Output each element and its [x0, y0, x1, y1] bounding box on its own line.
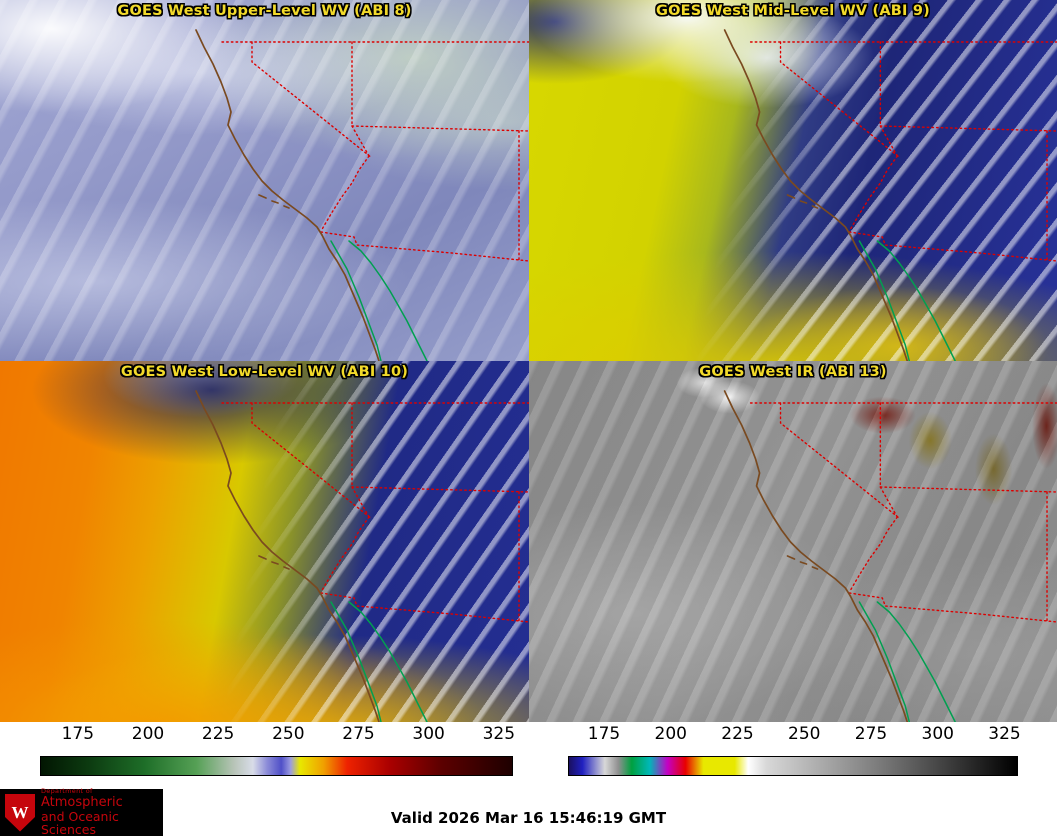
colorbar-tick-label: 225 — [721, 724, 754, 744]
panel-mid-level-wv: GOES West Mid-Level WV (ABI 9) — [529, 0, 1057, 361]
colorbar-tick-label: 200 — [131, 724, 165, 744]
colorbar-tick-label: 175 — [61, 724, 95, 744]
panel-title-mid-wv: GOES West Mid-Level WV (ABI 9) — [655, 3, 931, 19]
colorbar-tick-label: 300 — [921, 724, 954, 744]
satellite-panel-grid: GOES West Upper-Level WV (ABI 8) GOES We… — [0, 0, 1057, 722]
ir-colorbar-gradient — [568, 756, 1018, 776]
colorbar-tick-label: 250 — [272, 724, 305, 744]
panel-title-ir: GOES West IR (ABI 13) — [699, 364, 887, 380]
satellite-imagery-upper-wv — [0, 0, 529, 361]
satellite-imagery-mid-wv — [529, 0, 1057, 361]
colorbar-row: 175 200 225 250 275 300 325 175 200 225 250 275 300… — [0, 722, 1057, 785]
logo-line2: and Oceanic Sciences — [41, 808, 119, 837]
colorbar-tick-label: 200 — [654, 724, 687, 744]
colorbar-tick-label: 275 — [854, 724, 888, 744]
panel-low-level-wv: GOES West Low-Level WV (ABI 10) — [0, 361, 529, 722]
logo-text: Department of Atmospheric and Oceanic Sc… — [41, 788, 158, 836]
logo-line1: Atmospheric — [41, 794, 123, 810]
valid-time-label: Valid 2026 Mar 16 15:46:19 GMT — [390, 809, 667, 827]
satellite-imagery-low-wv — [0, 361, 529, 722]
panel-upper-level-wv: GOES West Upper-Level WV (ABI 8) — [0, 0, 529, 361]
footer: W Department of Atmospheric and Oceanic … — [0, 785, 1057, 836]
wv-colorbar: 175 200 225 250 275 300 325 — [40, 722, 516, 782]
colorbar-tick-label: 175 — [587, 724, 621, 744]
colorbar-tick-label: 275 — [342, 724, 375, 744]
wv-colorbar-gradient — [40, 756, 513, 776]
ir-colorbar-ticks: 175 200 225 250 275 300 325 — [568, 722, 1021, 748]
crest-letter: W — [11, 802, 29, 822]
satellite-imagery-ir — [529, 361, 1057, 722]
logo-dept-line: Department of — [41, 787, 93, 796]
colorbar-tick-label: 300 — [412, 724, 445, 744]
ir-colorbar: 175 200 225 250 275 300 325 — [568, 722, 1021, 782]
colorbar-tick-label: 225 — [201, 724, 235, 744]
colorbar-tick-label: 325 — [482, 724, 516, 744]
wv-colorbar-ticks: 175 200 225 250 275 300 325 — [40, 722, 516, 748]
panel-ir: GOES West IR (ABI 13) — [529, 361, 1057, 722]
colorbar-tick-label: 325 — [988, 724, 1021, 744]
panel-title-upper-wv: GOES West Upper-Level WV (ABI 8) — [117, 3, 412, 19]
panel-title-low-wv: GOES West Low-Level WV (ABI 10) — [120, 364, 409, 380]
uw-aos-logo[interactable]: W Department of Atmospheric and Oceanic … — [0, 788, 163, 836]
colorbar-tick-label: 250 — [788, 724, 821, 744]
